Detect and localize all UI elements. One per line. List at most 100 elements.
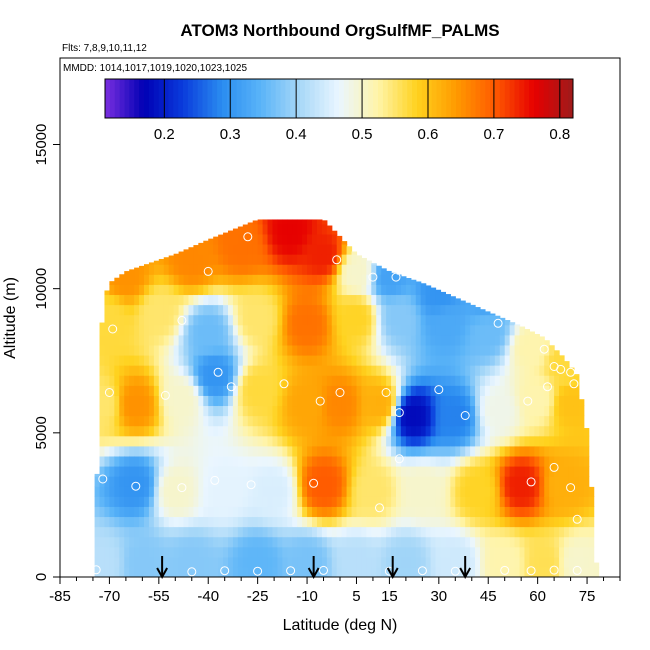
heatmap-cell — [430, 496, 437, 507]
colorbar-swatch — [339, 79, 345, 118]
heatmap-cell — [381, 354, 387, 366]
heatmap-cell — [257, 425, 264, 437]
heatmap-cell — [376, 425, 382, 437]
heatmap-cell — [267, 526, 274, 538]
heatmap-cell — [163, 465, 170, 477]
heatmap-cell — [519, 445, 526, 457]
heatmap-cell — [415, 415, 422, 427]
heatmap-cell — [435, 445, 442, 457]
heatmap-cell — [509, 476, 516, 487]
heatmap-cell — [425, 566, 432, 577]
heatmap-cell — [331, 546, 338, 558]
heatmap-cell — [440, 516, 447, 528]
heatmap-cell — [341, 375, 348, 386]
heatmap-cell — [223, 344, 229, 356]
heatmap-cell — [99, 566, 106, 577]
heatmap-cell — [252, 354, 259, 366]
heatmap-cell — [455, 425, 461, 437]
heatmap-cell — [341, 526, 348, 538]
heatmap-cell — [198, 556, 204, 568]
y-tick-label: 10000 — [33, 268, 50, 310]
heatmap-cell — [351, 425, 358, 437]
heatmap-cell — [341, 241, 348, 245]
heatmap-cell — [114, 496, 120, 507]
heatmap-cell — [509, 415, 516, 427]
heatmap-cell — [489, 546, 496, 558]
heatmap-cell — [504, 354, 511, 366]
heatmap-cell — [475, 546, 481, 558]
heatmap-cell — [267, 344, 274, 356]
heatmap-cell — [504, 385, 511, 396]
heatmap-cell — [396, 344, 402, 356]
heatmap-cell — [376, 375, 382, 386]
heatmap-cell — [534, 375, 540, 386]
heatmap-cell — [465, 314, 471, 326]
heatmap-cell — [114, 284, 120, 296]
heatmap-cell — [272, 516, 279, 528]
heatmap-cell — [410, 425, 417, 437]
heatmap-cell — [405, 496, 412, 507]
heatmap-cell — [356, 385, 363, 396]
heatmap-cell — [262, 274, 269, 285]
heatmap-cell — [153, 455, 160, 467]
heatmap-cell — [188, 247, 195, 255]
heatmap-cell — [158, 526, 165, 538]
heatmap-cell — [499, 375, 506, 386]
heatmap-cell — [381, 324, 387, 336]
heatmap-cell — [564, 445, 570, 457]
heatmap-cell — [435, 516, 442, 528]
heatmap-cell — [277, 294, 283, 306]
heatmap-cell — [168, 486, 175, 497]
heatmap-cell — [514, 476, 521, 487]
heatmap-cell — [297, 496, 303, 507]
heatmap-cell — [326, 506, 333, 518]
heatmap-cell — [573, 536, 580, 548]
heatmap-cell — [519, 546, 526, 558]
heatmap-cell — [559, 556, 565, 568]
heatmap-cell — [460, 354, 466, 366]
heatmap-cell — [262, 264, 269, 275]
heatmap-cell — [376, 294, 382, 306]
heatmap-cell — [321, 425, 328, 437]
heatmap-cell — [139, 324, 145, 336]
y-tick-label: 15000 — [33, 124, 50, 166]
sample-point — [368, 272, 378, 282]
heatmap-cell — [242, 546, 249, 558]
heatmap-cell — [346, 254, 353, 265]
heatmap-cell — [262, 365, 269, 376]
heatmap-cell — [109, 375, 115, 386]
heatmap-cell — [321, 344, 328, 356]
heatmap-cell — [415, 526, 422, 538]
heatmap-cell — [391, 375, 397, 386]
heatmap-cell — [440, 354, 447, 366]
heatmap-cell — [539, 395, 545, 407]
heatmap-cell — [124, 324, 130, 336]
heatmap-cell — [544, 506, 550, 518]
heatmap-cell — [361, 536, 367, 548]
heatmap-cell — [148, 375, 155, 386]
heatmap-cell — [232, 254, 239, 265]
heatmap-cell — [173, 465, 180, 477]
heatmap-cell — [321, 546, 328, 558]
heatmap-cell — [158, 365, 165, 376]
heatmap-cell — [529, 506, 535, 518]
heatmap-cell — [564, 496, 570, 507]
heatmap-cell — [366, 375, 372, 386]
heatmap-cell — [242, 516, 249, 528]
heatmap-cell — [321, 516, 328, 528]
heatmap-cell — [109, 516, 115, 528]
heatmap-cell — [104, 425, 111, 437]
heatmap-cell — [514, 375, 521, 386]
heatmap-cell — [203, 274, 209, 285]
heatmap-cell — [302, 365, 308, 376]
heatmap-cell — [114, 375, 120, 386]
heatmap-cell — [376, 274, 382, 285]
heatmap-cell — [139, 465, 145, 477]
heatmap-cell — [326, 304, 333, 316]
heatmap-cell — [356, 274, 363, 285]
heatmap-cell — [124, 536, 130, 548]
heatmap-cell — [549, 395, 555, 407]
heatmap-cell — [114, 465, 120, 477]
heatmap-cell — [168, 354, 175, 366]
heatmap-cell — [331, 395, 338, 407]
